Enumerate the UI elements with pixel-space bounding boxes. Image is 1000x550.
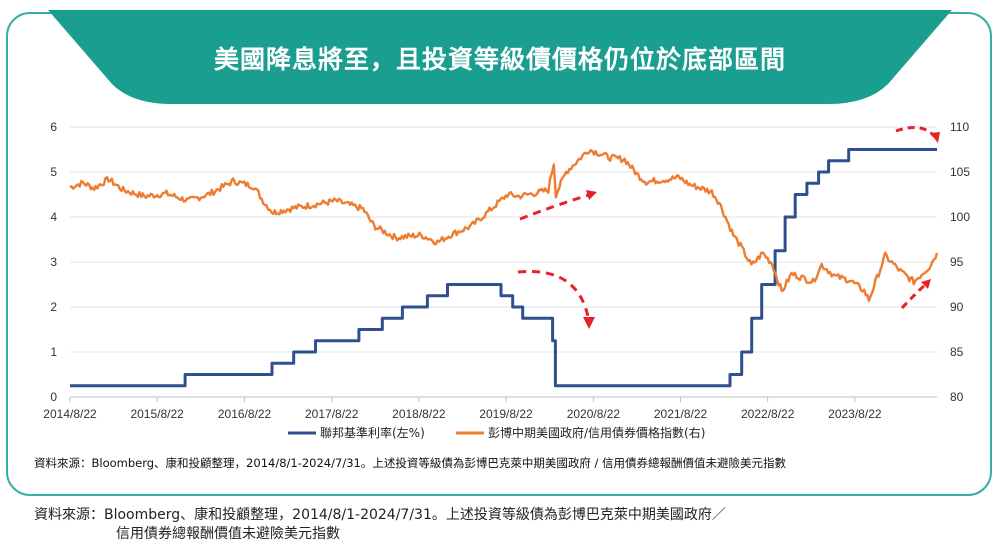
x-tick-label: 2014/8/22 — [43, 407, 97, 421]
legend: 聯邦基準利率(左%) 彭博中期美國政府/信用債券價格指數(右) — [288, 425, 705, 440]
title-banner — [48, 10, 952, 104]
curved-arrow-top-right — [895, 125, 936, 138]
left-tick-label: 5 — [50, 165, 57, 179]
down-arrow-middle-head — [583, 317, 595, 329]
inner-source-note: 資料來源：Bloomberg、康和投顧整理，2014/8/1-2024/7/31… — [34, 456, 787, 470]
footer-line-1: 資料來源：Bloomberg、康和投顧整理，2014/8/1-2024/7/31… — [34, 507, 726, 523]
right-tick-label: 100 — [950, 210, 970, 224]
x-tick-label: 2017/8/22 — [305, 407, 359, 421]
up-arrow-right-head — [921, 279, 931, 289]
x-tick-label: 2019/8/22 — [479, 407, 533, 421]
x-tick-label: 2021/8/22 — [654, 407, 708, 421]
left-tick-label: 6 — [50, 120, 57, 134]
series-bond-index-line — [69, 149, 939, 302]
up-arrow-right — [900, 282, 928, 310]
x-tick-label: 2016/8/22 — [218, 407, 272, 421]
left-tick-label: 3 — [50, 255, 57, 269]
left-tick-label: 1 — [50, 345, 57, 359]
footer-line-2: 信用債券總報酬價值未避險美元指數 — [116, 526, 340, 542]
right-tick-label: 110 — [950, 120, 969, 134]
x-tick-label: 2015/8/22 — [130, 407, 184, 421]
up-arrow-middle — [519, 192, 593, 221]
right-tick-label: 85 — [950, 345, 964, 359]
right-tick-label: 95 — [950, 255, 964, 269]
x-tick-label: 2020/8/22 — [567, 407, 621, 421]
left-tick-label: 2 — [50, 300, 57, 314]
up-arrow-middle-head — [586, 190, 597, 200]
series-layer — [69, 148, 939, 388]
left-tick-label: 4 — [50, 210, 57, 224]
right-tick-label: 80 — [950, 390, 964, 404]
gridlines — [70, 126, 937, 353]
down-arrow-middle — [517, 269, 591, 323]
annotation-arrows — [517, 125, 940, 329]
chart-title: 美國降息將至，且投資等級債價格仍位於底部區間 — [213, 45, 786, 74]
x-tick-label: 2022/8/22 — [741, 407, 795, 421]
legend-label: 聯邦基準利率(左%) — [320, 425, 425, 440]
legend-label: 彭博中期美國政府/信用債券價格指數(右) — [488, 425, 705, 440]
series-fed-rate-line — [70, 148, 937, 388]
curved-arrow-top-right-head — [930, 132, 940, 143]
left-tick-label: 0 — [50, 390, 57, 404]
right-tick-label: 90 — [950, 300, 964, 314]
right-tick-label: 105 — [950, 165, 970, 179]
x-tick-label: 2023/8/22 — [828, 407, 882, 421]
x-tick-label: 2018/8/22 — [392, 407, 446, 421]
axes: 0 1 2 3 4 5 6 80 85 90 95 100 105 110 2014/8/22 2015/8/… — [43, 120, 970, 421]
footer-source: 資料來源：Bloomberg、康和投顧整理，2014/8/1-2024/7/31… — [34, 506, 726, 544]
